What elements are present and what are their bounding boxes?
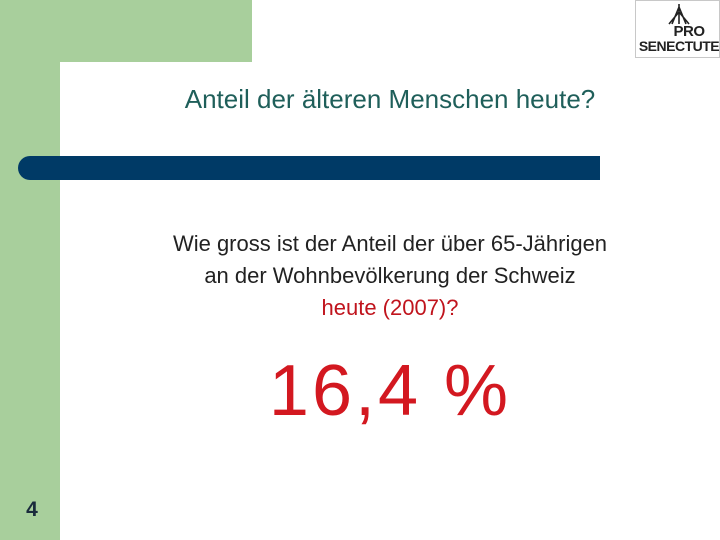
page-number: 4 [26, 498, 38, 521]
question-line-2: an der Wohnbevölkerung der Schweiz [204, 263, 576, 288]
title-underline-bar [18, 156, 600, 180]
tree-icon [668, 4, 690, 25]
pro-senectute-logo: PRO SENECTUTE [635, 0, 720, 58]
top-green-band [0, 0, 252, 62]
question-line-3: heute (2007)? [321, 295, 459, 320]
slide-title: Anteil der älteren Menschen heute? [184, 84, 596, 114]
question-line-1: Wie gross ist der Anteil der über 65-Jäh… [172, 231, 608, 256]
answer-value: 16,4 % [268, 351, 512, 431]
logo-text-pro: PRO [673, 23, 705, 40]
left-green-band [0, 0, 60, 540]
content-panel [60, 62, 720, 540]
logo-text-senectute: SENECTUTE [638, 38, 720, 54]
question-text: Wie gross ist der Anteil der über 65-Jäh… [60, 228, 720, 324]
